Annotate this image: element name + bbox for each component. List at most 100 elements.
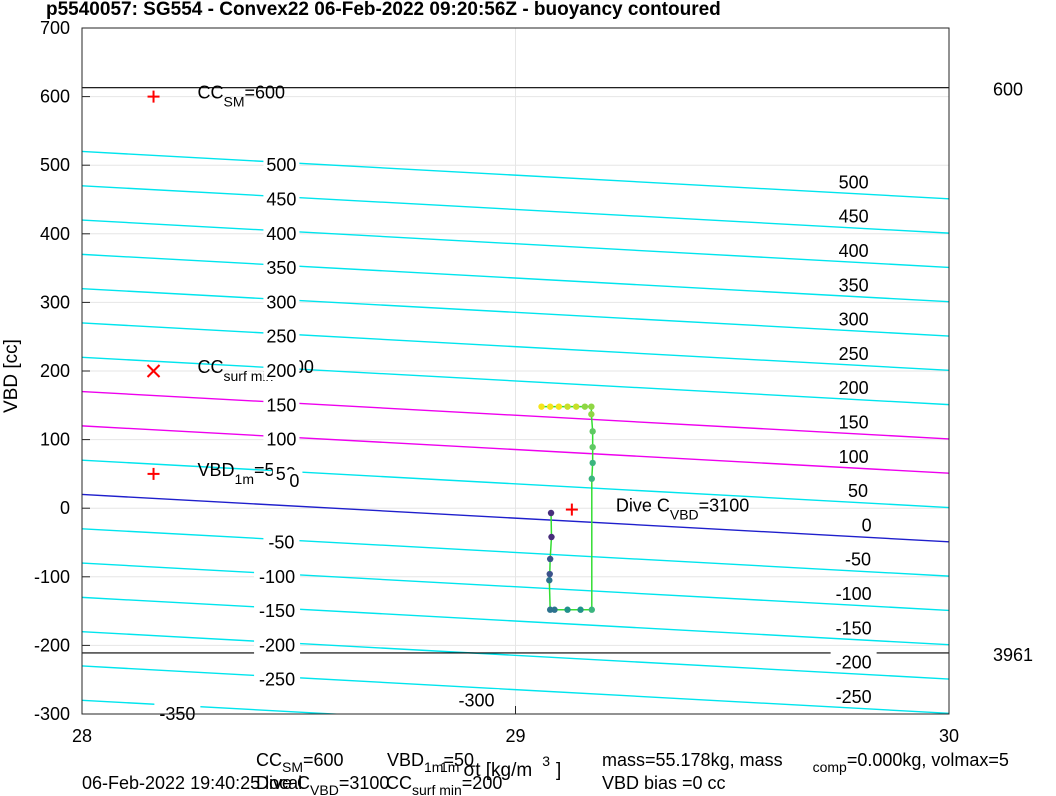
x-axis-label: 1m σt [kg/m 3] — [440, 753, 561, 781]
contour-label-bg — [263, 291, 300, 312]
trajectory-point — [588, 411, 595, 418]
y-tick-label: -300 — [34, 704, 70, 724]
contour-label: 500 — [839, 172, 869, 192]
contour-label: 300 — [266, 292, 296, 312]
trajectory-point — [589, 443, 596, 451]
contour-label: 250 — [266, 327, 296, 347]
trajectory-point — [555, 403, 563, 410]
trajectory-point — [564, 403, 571, 410]
contour-label-bg — [154, 703, 201, 723]
contour-line — [82, 665, 949, 714]
contour-label-bg — [830, 651, 877, 672]
y-tick-label: 400 — [40, 224, 70, 244]
footer-dive-c: Dive CVBD=3100 — [256, 773, 389, 796]
y-tick-label: 100 — [40, 430, 70, 450]
x-tick-label: 30 — [939, 726, 959, 746]
contour-label: 350 — [266, 258, 296, 278]
footer-mass: mass=55.178kg, mass comp=0.000kg, volmax=… — [602, 750, 1009, 775]
footer-vbd-1m: VBD1m=50 — [387, 750, 474, 775]
trajectory-point — [547, 509, 555, 517]
contour-label-bg — [830, 685, 877, 706]
contour-label: 0 — [289, 471, 299, 491]
contour-label: 400 — [839, 241, 869, 261]
contour-label: 500 — [266, 155, 296, 175]
contour-label: 450 — [839, 207, 869, 227]
contour-label-bg — [263, 154, 300, 175]
reference-line-label: 600 — [993, 80, 1023, 100]
contour-line — [82, 493, 949, 543]
contour-label: -100 — [259, 567, 295, 587]
trajectory-point — [588, 403, 595, 410]
horizontal-reference-lines: 600 3961 — [82, 80, 1033, 665]
contour-line — [82, 390, 949, 440]
contour-label-bg — [844, 480, 871, 501]
contour-label-bg — [835, 205, 872, 226]
contour-line — [82, 150, 949, 200]
y-tick-label: -200 — [34, 635, 70, 655]
marker-label: Dive CVBD=3100 — [616, 496, 749, 523]
contour-label: 250 — [839, 344, 869, 364]
contour-label: 450 — [266, 190, 296, 210]
contour-lines — [82, 150, 949, 714]
contour-label-bg — [254, 600, 301, 621]
contour-label: 150 — [266, 395, 296, 415]
footer-date: 06-Feb-2022 19:40:25 local — [82, 773, 302, 793]
contour-label: -100 — [836, 584, 872, 604]
x-tick-label: 29 — [505, 726, 525, 746]
contour-line — [82, 253, 949, 303]
y-tick-label: 0 — [60, 498, 70, 518]
trajectory-point — [546, 570, 553, 578]
trajectory-point — [546, 606, 554, 613]
contour-line — [82, 219, 949, 269]
x-tick-label: 28 — [72, 726, 92, 746]
marker-label: CCSM=600 — [198, 83, 286, 110]
y-tick-label: 700 — [40, 18, 70, 38]
trajectory-point — [588, 606, 595, 613]
contour-line — [82, 596, 949, 646]
contour-label-bg — [263, 257, 300, 278]
trajectory-point — [577, 606, 584, 613]
contour-label: 150 — [839, 412, 869, 432]
contour-label-bg — [839, 548, 876, 569]
contour-line — [82, 459, 949, 509]
contour-label: -150 — [259, 601, 295, 621]
y-tick-label: -100 — [34, 567, 70, 587]
contour-line — [82, 287, 949, 337]
contour-label: 350 — [839, 275, 869, 295]
footer-cc-sm: CCSM=600 — [256, 750, 344, 775]
contour-label: 50 — [848, 481, 868, 501]
trajectory-point — [548, 533, 555, 541]
trajectory-point — [546, 403, 554, 410]
contour-label: -50 — [268, 533, 294, 553]
contour-label-bg — [858, 514, 875, 535]
contour-label-bg — [835, 308, 872, 329]
contour-label-bg — [835, 342, 872, 363]
contour-label-bg — [263, 428, 300, 449]
contour-label: 0 — [862, 515, 872, 535]
contour-label-bg — [263, 531, 300, 552]
contour-line — [82, 699, 347, 714]
trajectory-point — [546, 555, 554, 563]
contour-line — [82, 185, 949, 234]
contour-label-bg — [263, 325, 300, 346]
contour-label-bg — [830, 617, 877, 638]
contour-label-bg — [286, 469, 303, 490]
contour-line — [82, 562, 949, 612]
contour-line — [82, 528, 949, 577]
contour-label: -250 — [259, 670, 295, 690]
contour-label-bg — [254, 668, 301, 689]
contour-line — [82, 356, 949, 406]
contour-label-bg — [453, 689, 500, 710]
y-tick-label: 500 — [40, 155, 70, 175]
contour-label: 100 — [839, 447, 869, 467]
trajectory-point — [538, 403, 545, 410]
contour-label-bg — [263, 394, 300, 415]
trajectory-point — [581, 403, 589, 410]
reference-line-label: 3961 — [993, 645, 1033, 665]
contour-label: 200 — [266, 361, 296, 381]
y-tick-label: 600 — [40, 87, 70, 107]
contour-label-bg — [830, 582, 877, 603]
contour-label: 200 — [839, 378, 869, 398]
